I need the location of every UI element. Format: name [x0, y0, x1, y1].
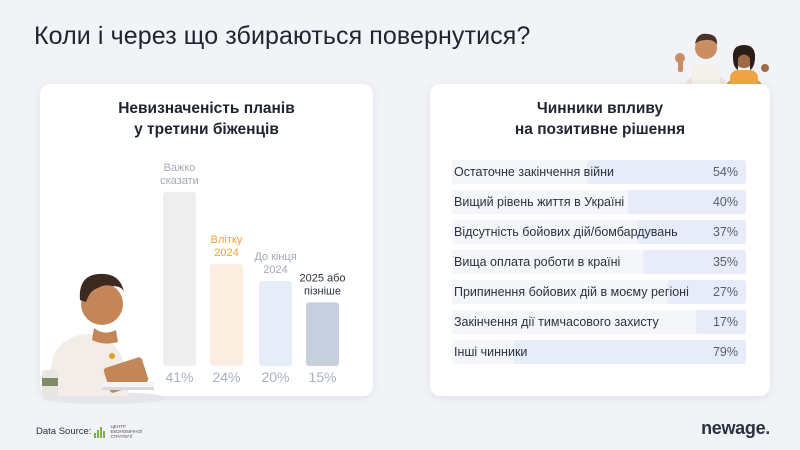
- factors-list: Остаточне закінчення війни 54% Вищий рівен…: [452, 160, 746, 370]
- factor-value-0: 54%: [712, 165, 738, 179]
- factor-row-3: Вища оплата роботи в країні 35%: [452, 250, 746, 274]
- factor-bar-1: [628, 190, 746, 214]
- bar-category-label-2-1: 2024: [263, 264, 287, 276]
- factors-card: Чинники впливу на позитивне рішення Оста…: [430, 84, 770, 396]
- people-illustration: [675, 33, 769, 90]
- bar-category-label-3-0: 2025 або: [299, 272, 345, 284]
- bar-value-label-3: 15%: [308, 369, 336, 385]
- bar-1: [210, 264, 243, 366]
- factor-row-6: Інші чинники 79%: [452, 340, 746, 364]
- bar-category-label-0-0: Важко: [164, 162, 196, 174]
- factor-row-1: Вищий рівень життя в Україні 40%: [452, 190, 746, 214]
- factor-bar-4: [666, 280, 746, 304]
- factor-label-0: Остаточне закінчення війни: [454, 165, 614, 179]
- ces-logo: [94, 426, 106, 438]
- bar-0: [163, 192, 196, 366]
- factor-label-5: Закінчення дії тимчасового захисту: [454, 315, 659, 329]
- page-title: Коли і через що збираються повернутися?: [34, 22, 531, 50]
- bar-category-label-0-1: сказати: [160, 175, 199, 187]
- bar-category-label-2-0: До кінця: [254, 251, 296, 263]
- uncertainty-title-line1: Невизначеність планів: [118, 100, 295, 117]
- student-illustration: [42, 273, 166, 404]
- factor-row-0: Остаточне закінчення війни 54%: [452, 160, 746, 184]
- bar-value-label-0: 41%: [165, 369, 193, 385]
- uncertainty-card-title: Невизначеність планів у третини біженців: [40, 98, 373, 140]
- factor-bar-3: [643, 250, 746, 274]
- factor-value-5: 17%: [712, 315, 738, 329]
- factor-bar-6: [513, 340, 746, 364]
- factor-label-3: Вища оплата роботи в країні: [454, 255, 621, 269]
- bar-value-label-1: 24%: [212, 369, 240, 385]
- bar-category-label-1-1: 2024: [214, 247, 238, 259]
- data-source-label: Data Source:: [36, 426, 92, 437]
- bar-2: [259, 281, 292, 366]
- factor-bar-2: [637, 220, 746, 244]
- factor-row-5: Закінчення дії тимчасового захисту 17%: [452, 310, 746, 334]
- newage-logo: newage.: [701, 418, 770, 439]
- factor-bar-0: [587, 160, 746, 184]
- factor-label-4: Припинення бойових дій в моєму регіоні: [454, 285, 689, 299]
- factors-title-line1: Чинники впливу: [536, 100, 664, 117]
- factor-label-6: Інші чинники: [454, 345, 528, 359]
- factor-value-4: 27%: [712, 285, 738, 299]
- factor-row-2: Відсутність бойових дій/бомбардувань 37%: [452, 220, 746, 244]
- data-source: Data Source: ЦЕНТР ЕКОНОМІЧНОЇ СТРАТЕГІЇ: [36, 424, 143, 439]
- factor-value-6: 79%: [712, 345, 738, 359]
- bar-value-label-2: 20%: [261, 369, 289, 385]
- ces-logo-text: ЦЕНТР ЕКОНОМІЧНОЇ СТРАТЕГІЇ: [110, 424, 143, 439]
- factor-value-1: 40%: [712, 195, 738, 209]
- brand-dot: .: [765, 418, 770, 438]
- factor-value-3: 35%: [712, 255, 738, 269]
- factors-title-line2: на позитивне рішення: [514, 121, 686, 138]
- factor-bar-5: [696, 310, 746, 334]
- brand-name: newage: [701, 418, 766, 438]
- factor-value-2: 37%: [712, 225, 738, 239]
- bar-category-label-1-0: Влітку: [211, 234, 243, 246]
- bar-3: [306, 302, 339, 366]
- bar-category-label-3-1: пізніше: [304, 285, 341, 297]
- uncertainty-title-line2: у третини біженців: [134, 121, 279, 138]
- factor-label-2: Відсутність бойових дій/бомбардувань: [454, 225, 678, 239]
- factor-label-1: Вищий рівень життя в Україні: [454, 195, 625, 209]
- factors-card-title: Чинники впливу на позитивне рішення: [430, 98, 770, 140]
- factor-row-4: Припинення бойових дій в моєму регіоні 27…: [452, 280, 746, 304]
